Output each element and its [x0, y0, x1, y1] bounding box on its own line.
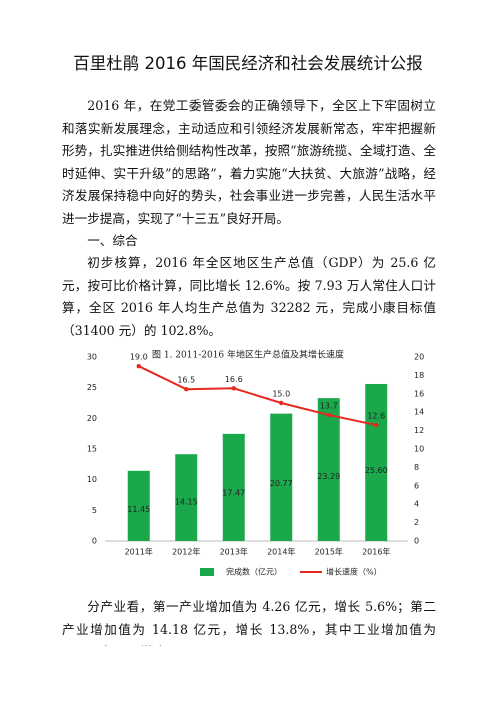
line-value-label: 16.5 [177, 376, 195, 385]
document-title: 百里杜鹃 2016 年国民经济和社会发展统计公报 [73, 54, 423, 73]
y2-tick-label: 4 [414, 500, 419, 509]
y2-tick-label: 8 [414, 463, 419, 472]
bar-value-label: 20.77 [270, 479, 293, 488]
y-tick-label: 20 [87, 414, 97, 423]
bar-value-label: 23.29 [317, 472, 340, 481]
x-tick-label: 2012年 [172, 547, 200, 557]
bar [127, 470, 150, 541]
y-tick-label: 15 [87, 445, 97, 454]
section-heading: 一、综合 [87, 233, 138, 248]
x-tick-label: 2013年 [220, 547, 248, 557]
chart: 图 1. 2011-2016 年地区生产总值及其增长速度 05101520253… [87, 349, 424, 577]
bar [175, 454, 198, 541]
y2-tick-label: 12 [414, 426, 424, 435]
y2-tick-label: 18 [414, 371, 424, 380]
y-tick-label: 5 [92, 506, 97, 515]
legend-label: 完成数（亿元） [226, 567, 282, 577]
x-tick-label: 2015年 [315, 547, 343, 557]
y2-tick-label: 2 [414, 518, 419, 527]
y-tick-label: 30 [87, 353, 97, 362]
y2-tick-label: 6 [414, 481, 419, 490]
paragraph: 分产业看，第一产业增加值为 4.26 亿元，增长 5.6%；第二产业增加值为 1… [62, 599, 436, 646]
line-marker [279, 400, 284, 406]
paragraph: 2016 年，在党工委管委会的正确领导下，全区上下牢固树立和落实新发展理念，主动… [62, 98, 436, 226]
line-value-label: 15.0 [272, 390, 290, 399]
y-tick-label: 0 [92, 537, 97, 546]
legend-label: 增长速度（%） [326, 567, 382, 577]
bar [222, 433, 245, 541]
line [138, 365, 377, 427]
paragraph: 初步核算，2016 年全区地区生产总值（GDP）为 25.6 亿元，按可比价格计… [62, 255, 436, 338]
x-tick-label: 2014年 [267, 547, 295, 557]
bar [270, 413, 293, 541]
y-tick-label: 25 [87, 383, 97, 392]
y2-tick-label: 16 [414, 389, 424, 398]
bar [365, 383, 388, 541]
line-marker [136, 364, 141, 369]
y-tick-label: 10 [87, 475, 97, 484]
bar-value-label: 11.45 [127, 505, 150, 514]
bar-value-label: 25.60 [365, 466, 388, 475]
line-marker [231, 386, 236, 391]
bar [317, 398, 340, 541]
x-tick-label: 2011年 [125, 547, 153, 557]
x-tick-label: 2016年 [362, 547, 390, 557]
line-marker [374, 422, 379, 428]
chart-title: 图 1. 2011-2016 年地区生产总值及其增长速度 [152, 349, 344, 361]
line-marker [326, 412, 331, 418]
y2-tick-label: 10 [414, 445, 424, 454]
line-value-label: 19.0 [130, 353, 148, 362]
line-value-label: 16.6 [225, 375, 243, 384]
line-value-label: 12.6 [367, 412, 385, 421]
line-marker [184, 387, 189, 392]
y2-tick-label: 20 [414, 353, 424, 362]
y2-tick-label: 14 [414, 408, 424, 417]
y2-tick-label: 0 [414, 537, 419, 546]
bar-value-label: 14.15 [175, 497, 198, 506]
line-value-label: 13.7 [320, 401, 338, 410]
bar-value-label: 17.47 [222, 488, 245, 497]
legend-swatch [200, 568, 214, 576]
